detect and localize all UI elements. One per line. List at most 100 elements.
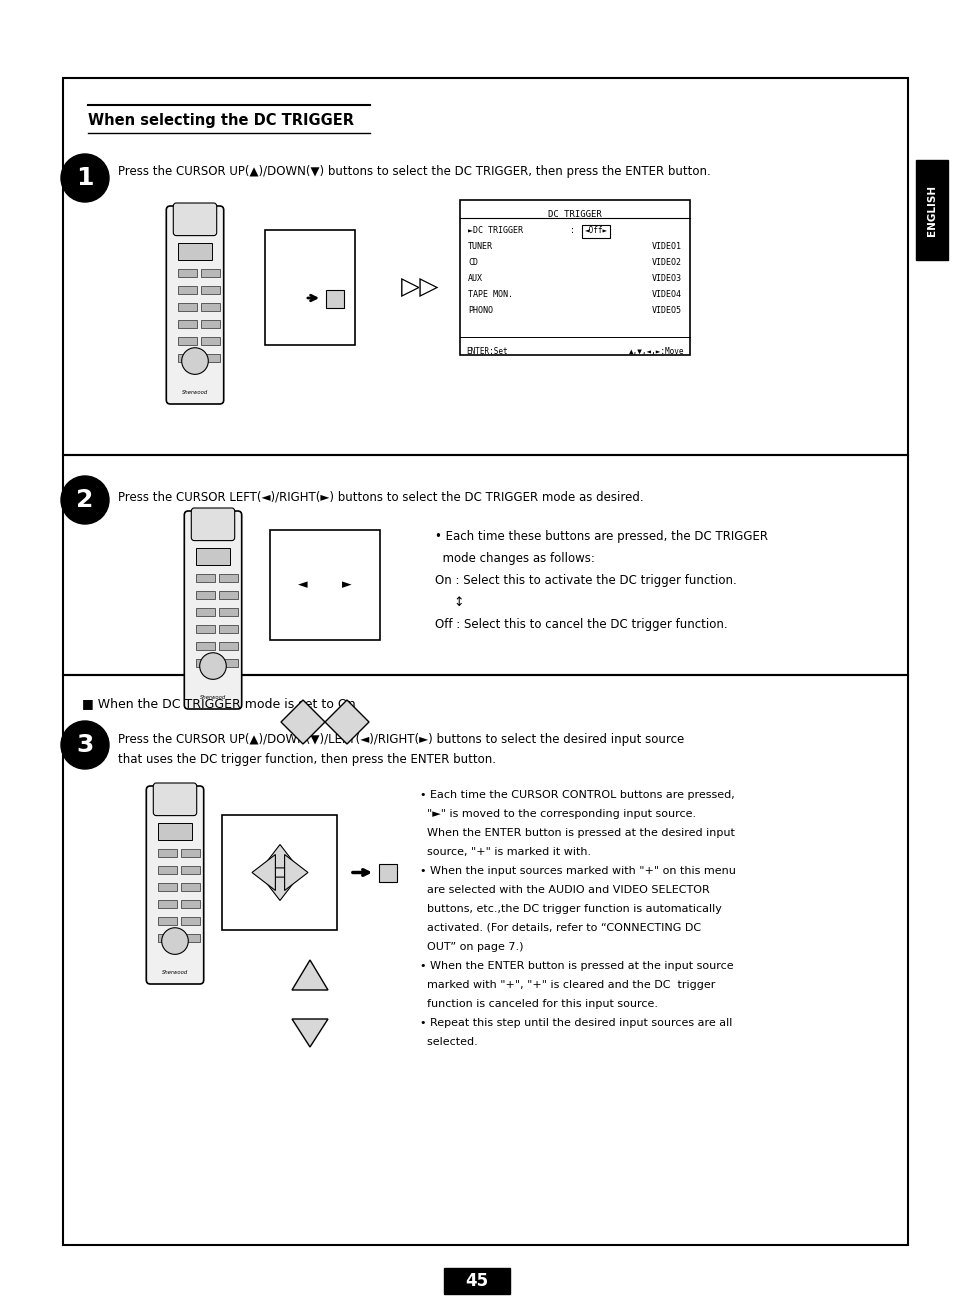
- Polygon shape: [292, 961, 328, 989]
- Bar: [378, 864, 396, 881]
- Bar: [196, 625, 214, 633]
- Circle shape: [61, 721, 109, 769]
- Bar: [63, 455, 907, 674]
- Text: VIDEO5: VIDEO5: [651, 306, 681, 315]
- Text: • When the input sources marked with "+" on this menu: • When the input sources marked with "+"…: [419, 867, 735, 876]
- Text: activated. (For details, refer to “CONNECTING DC: activated. (For details, refer to “CONNE…: [419, 923, 700, 933]
- Text: Press the CURSOR UP(▲)/DOWN(▼) buttons to select the DC TRIGGER, then press the : Press the CURSOR UP(▲)/DOWN(▼) buttons t…: [118, 165, 710, 178]
- Bar: [181, 918, 199, 925]
- Bar: [178, 354, 196, 362]
- Text: 1: 1: [76, 166, 93, 190]
- FancyBboxPatch shape: [153, 783, 196, 816]
- Bar: [443, 1268, 510, 1294]
- Bar: [270, 531, 379, 640]
- Bar: [201, 269, 219, 277]
- Bar: [178, 303, 196, 311]
- Bar: [181, 867, 199, 873]
- Circle shape: [181, 348, 208, 374]
- Polygon shape: [281, 701, 325, 744]
- Bar: [158, 867, 177, 873]
- Text: TUNER: TUNER: [468, 242, 493, 251]
- Text: On : Select this to activate the DC trigger function.: On : Select this to activate the DC trig…: [435, 574, 736, 587]
- Polygon shape: [262, 877, 297, 901]
- Circle shape: [199, 652, 226, 680]
- Text: mode changes as follows:: mode changes as follows:: [435, 552, 595, 565]
- Polygon shape: [262, 844, 297, 868]
- Text: VIDEO4: VIDEO4: [651, 290, 681, 299]
- Bar: [63, 674, 907, 1246]
- Bar: [178, 269, 196, 277]
- Bar: [178, 243, 212, 260]
- Text: selected.: selected.: [419, 1036, 477, 1047]
- Polygon shape: [325, 701, 369, 744]
- Circle shape: [61, 154, 109, 203]
- Text: function is canceled for this input source.: function is canceled for this input sour…: [419, 999, 658, 1009]
- Circle shape: [161, 928, 188, 954]
- Bar: [219, 591, 237, 599]
- Text: that uses the DC trigger function, then press the ENTER button.: that uses the DC trigger function, then …: [118, 753, 496, 766]
- Bar: [181, 901, 199, 908]
- Text: PHONO: PHONO: [468, 306, 493, 315]
- Bar: [181, 850, 199, 856]
- Bar: [201, 303, 219, 311]
- Text: ►: ►: [342, 579, 352, 592]
- Text: VIDEO3: VIDEO3: [651, 274, 681, 284]
- Text: are selected with the AUDIO and VIDEO SELECTOR: are selected with the AUDIO and VIDEO SE…: [419, 885, 709, 895]
- Text: When selecting the DC TRIGGER: When selecting the DC TRIGGER: [88, 112, 354, 128]
- Text: VIDEO1: VIDEO1: [651, 242, 681, 251]
- Polygon shape: [252, 855, 275, 890]
- Bar: [581, 225, 609, 238]
- Bar: [196, 608, 214, 616]
- Text: ■ When the DC TRIGGER mode is set to On: ■ When the DC TRIGGER mode is set to On: [82, 697, 355, 710]
- Bar: [158, 850, 177, 856]
- Bar: [196, 574, 214, 582]
- Bar: [201, 337, 219, 345]
- Bar: [158, 823, 192, 840]
- Text: TAPE MON.: TAPE MON.: [468, 290, 513, 299]
- Text: When the ENTER button is pressed at the desired input: When the ENTER button is pressed at the …: [419, 829, 734, 838]
- Text: ▷▷: ▷▷: [400, 274, 438, 299]
- FancyBboxPatch shape: [173, 203, 216, 235]
- Text: "►" is moved to the corresponding input source.: "►" is moved to the corresponding input …: [419, 809, 696, 819]
- Text: ▲,▼,◄,►:Move: ▲,▼,◄,►:Move: [628, 346, 683, 356]
- Polygon shape: [284, 855, 308, 890]
- Polygon shape: [292, 1019, 328, 1047]
- Text: 2: 2: [76, 488, 93, 512]
- Text: 45: 45: [465, 1272, 488, 1290]
- Circle shape: [268, 860, 292, 885]
- Bar: [219, 660, 237, 667]
- Bar: [196, 642, 214, 650]
- Bar: [201, 286, 219, 294]
- Text: Sherwood: Sherwood: [162, 970, 188, 975]
- Text: ENGLISH: ENGLISH: [926, 184, 936, 235]
- Text: Sherwood: Sherwood: [182, 389, 208, 395]
- Bar: [63, 78, 907, 455]
- Bar: [181, 884, 199, 890]
- Bar: [196, 591, 214, 599]
- FancyBboxPatch shape: [192, 508, 234, 541]
- Text: ↕: ↕: [453, 596, 463, 609]
- Bar: [158, 935, 177, 942]
- Bar: [196, 660, 214, 667]
- Text: ◄: ◄: [298, 579, 308, 592]
- Text: marked with "+", "+" is cleared and the DC  trigger: marked with "+", "+" is cleared and the …: [419, 980, 715, 989]
- Bar: [201, 354, 219, 362]
- Text: :: :: [569, 226, 579, 235]
- Text: Press the CURSOR LEFT(◄)/RIGHT(►) buttons to select the DC TRIGGER mode as desir: Press the CURSOR LEFT(◄)/RIGHT(►) button…: [118, 490, 643, 503]
- Text: source, "+" is marked it with.: source, "+" is marked it with.: [419, 847, 591, 857]
- Bar: [459, 200, 689, 356]
- Bar: [265, 230, 355, 345]
- FancyBboxPatch shape: [184, 511, 241, 708]
- Text: OUT” on page 7.): OUT” on page 7.): [419, 942, 523, 951]
- Text: ◄Off►: ◄Off►: [584, 226, 607, 235]
- Bar: [178, 320, 196, 328]
- Bar: [178, 337, 196, 345]
- Bar: [219, 574, 237, 582]
- Text: 3: 3: [76, 733, 93, 757]
- Bar: [196, 548, 230, 566]
- Text: AUX: AUX: [468, 274, 482, 284]
- Text: buttons, etc.,the DC trigger function is automatically: buttons, etc.,the DC trigger function is…: [419, 904, 721, 914]
- Text: DC TRIGGER: DC TRIGGER: [548, 210, 601, 220]
- FancyBboxPatch shape: [166, 207, 223, 404]
- Text: • Each time these buttons are pressed, the DC TRIGGER: • Each time these buttons are pressed, t…: [435, 531, 767, 542]
